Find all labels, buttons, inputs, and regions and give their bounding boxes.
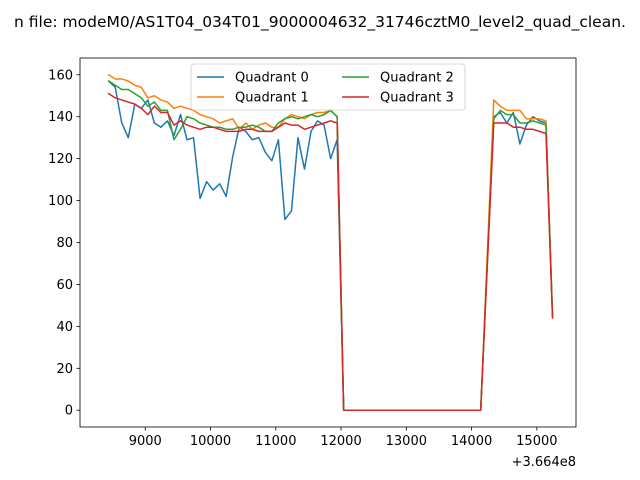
y-tick-label: 120 — [48, 152, 73, 167]
x-tick-label: 15000 — [516, 434, 557, 449]
y-tick-label: 40 — [56, 320, 73, 335]
legend-frame — [190, 63, 466, 111]
x-axis-offset-label: +3.664e8 — [512, 455, 576, 470]
y-tick-label: 140 — [48, 110, 73, 125]
y-tick-label: 160 — [48, 68, 73, 83]
chart-title: n file: modeM0/AS1T04_034T01_9000004632_… — [14, 13, 626, 32]
series-layer — [107, 73, 554, 411]
x-tick-label: 12000 — [320, 434, 361, 449]
legend-label-quadrant-2: Quadrant 2 — [380, 71, 454, 86]
legend-label-quadrant-1: Quadrant 1 — [235, 91, 309, 106]
x-tick-label: 9000 — [129, 434, 162, 449]
y-axis: 0 20 40 60 80 100 120 140 160 — [48, 68, 80, 419]
x-tick-label: 14000 — [451, 434, 492, 449]
x-tick-label: 13000 — [386, 434, 427, 449]
y-tick-label: 80 — [56, 236, 73, 251]
legend-label-quadrant-3: Quadrant 3 — [380, 91, 454, 106]
y-tick-label: 0 — [65, 404, 73, 419]
x-tick-label: 10000 — [190, 434, 231, 449]
series-line-quadrant-3 — [107, 92, 554, 411]
y-tick-label: 100 — [48, 194, 73, 209]
legend-label-quadrant-0: Quadrant 0 — [235, 71, 309, 86]
x-axis: 9000 10000 11000 12000 13000 14000 15000 — [129, 427, 558, 449]
x-tick-label: 11000 — [255, 434, 296, 449]
legend: Quadrant 0 Quadrant 1 Quadrant 2 Quadrant 3 — [190, 63, 466, 111]
y-tick-label: 20 — [56, 362, 73, 377]
y-tick-label: 60 — [56, 278, 73, 293]
